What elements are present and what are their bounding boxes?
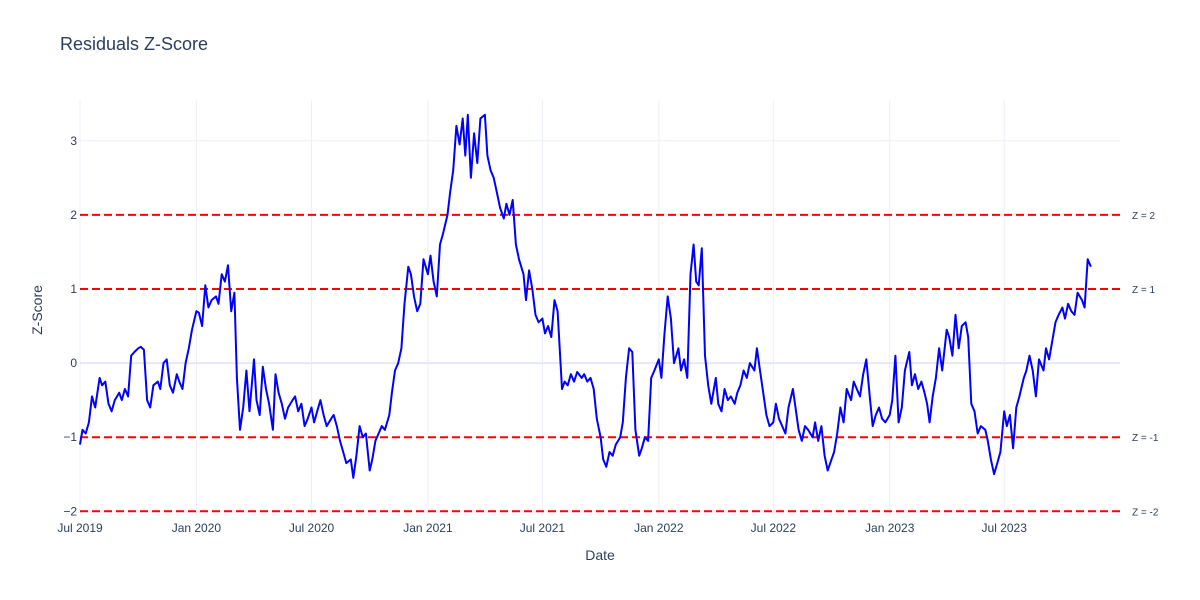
reference-line-label: Z = -1 <box>1132 433 1159 444</box>
reference-line-label: Z = 1 <box>1132 285 1156 296</box>
series-layer <box>79 113 1092 479</box>
y-tick-label: −2 <box>63 504 77 518</box>
x-tick-label: Jul 2019 <box>57 521 103 535</box>
x-axis-ticks: Jul 2019 Jan 2020 Jul 2020 Jan 2021 Jul 2021… <box>57 521 1027 535</box>
x-tick-label: Jul 2020 <box>289 521 335 535</box>
y-tick-label: 1 <box>70 282 77 296</box>
reference-line-label: Z = -2 <box>1132 507 1159 518</box>
x-tick-label: Jan 2020 <box>172 521 222 535</box>
y-tick-label: 0 <box>70 356 77 370</box>
y-tick-label: 3 <box>70 134 77 148</box>
grid-lines <box>79 100 1120 515</box>
x-tick-label: Jul 2021 <box>520 521 566 535</box>
y-tick-label: −1 <box>63 430 77 444</box>
x-tick-label: Jan 2022 <box>634 521 684 535</box>
y-axis-title: Z-Score <box>29 285 45 335</box>
y-axis-ticks: −2 −1 0 1 2 3 <box>63 134 77 519</box>
x-tick-label: Jan 2021 <box>403 521 453 535</box>
reference-line-label: Z = 2 <box>1132 211 1156 222</box>
reference-lines: Z = 2 Z = 1 Z = -1 Z = -2 <box>80 211 1159 518</box>
series-line <box>79 113 1092 479</box>
x-tick-label: Jan 2023 <box>865 521 915 535</box>
x-tick-label: Jul 2022 <box>751 521 797 535</box>
chart-title: Residuals Z-Score <box>60 34 208 54</box>
x-axis-title: Date <box>585 547 615 563</box>
x-tick-label: Jul 2023 <box>982 521 1028 535</box>
y-tick-label: 2 <box>70 208 77 222</box>
